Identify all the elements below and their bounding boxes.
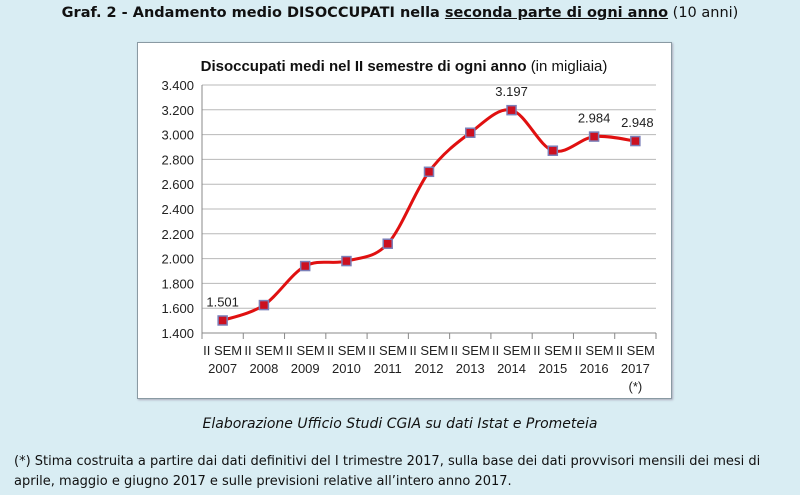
x-tick-label: 2015 [538, 361, 567, 376]
x-tick-label: II SEM [244, 343, 283, 358]
x-tick-label: II SEM [575, 343, 614, 358]
x-tick-label: 2014 [497, 361, 526, 376]
data-point [547, 145, 559, 156]
y-tick-label: 2.400 [161, 202, 194, 217]
y-tick-label: 3.200 [161, 103, 194, 118]
y-tick-label: 2.200 [161, 227, 194, 242]
y-tick-label: 2.600 [161, 177, 194, 192]
title-text: Graf. 2 - Andamento medio DISOCCUPATI ne… [61, 5, 445, 21]
x-tick-label: 2007 [208, 361, 237, 376]
y-tick-label: 1.600 [161, 301, 194, 316]
x-tick-label: 2012 [415, 361, 444, 376]
page-title: Graf. 2 - Andamento medio DISOCCUPATI ne… [0, 5, 800, 21]
chart-title: Disoccupati medi nel II semestre di ogni… [201, 58, 608, 75]
data-point [506, 104, 517, 116]
data-point [258, 299, 270, 311]
y-tick-label: 2.800 [161, 152, 194, 167]
source-caption: Elaborazione Ufficio Studi CGIA su dati … [202, 416, 598, 432]
data-point [382, 238, 393, 249]
y-tick-label: 3.400 [161, 78, 194, 93]
x-tick-label: II SEM [409, 343, 448, 358]
x-tick-label: II SEM [368, 343, 407, 358]
x-tick-label: II SEM [533, 343, 572, 358]
data-label: 1.501 [206, 294, 239, 309]
x-tick-label: II SEM [327, 343, 366, 358]
x-tick-label: 2013 [456, 361, 485, 376]
footnote: (*) Stima costruita a partire dai dati d… [14, 454, 761, 489]
data-point [299, 260, 311, 272]
x-tick-label: II SEM [286, 343, 325, 358]
y-tick-label: 1.800 [161, 276, 194, 291]
y-tick-label: 2.000 [161, 252, 194, 267]
x-tick-label: 2016 [580, 361, 609, 376]
title-underlined: seconda parte di ogni anno [444, 5, 669, 21]
title-suffix: (10 anni) [668, 5, 739, 21]
x-tick-label: II SEM [492, 343, 531, 358]
data-label: 3.197 [495, 84, 528, 99]
data-point [588, 131, 600, 142]
y-tick-label: 1.400 [161, 326, 194, 341]
data-point [465, 127, 476, 138]
x-tick-label: 2009 [291, 361, 320, 376]
x-tick-label: II SEM [203, 343, 242, 358]
data-point [630, 135, 641, 147]
data-label: 2.984 [578, 111, 611, 126]
chart-container: Disoccupati medi nel II semestre di ogni… [137, 42, 672, 399]
x-tick-label: 2008 [249, 361, 278, 376]
data-point [423, 166, 435, 178]
x-tick-label: II SEM [616, 343, 655, 358]
y-tick-label: 3.000 [161, 128, 194, 143]
x-tick-label: 2011 [374, 361, 402, 376]
data-label: 2.948 [621, 115, 654, 130]
x-tick-label: 2017 [621, 361, 650, 376]
x-tick-label: 2010 [332, 361, 361, 376]
data-point [341, 255, 352, 267]
data-point [217, 315, 228, 326]
x-tick-label: II SEM [451, 343, 490, 358]
x-tick-label: (*) [629, 379, 643, 394]
series-line [222, 108, 636, 322]
line-chart: Disoccupati medi nel II semestre di ogni… [161, 58, 657, 394]
